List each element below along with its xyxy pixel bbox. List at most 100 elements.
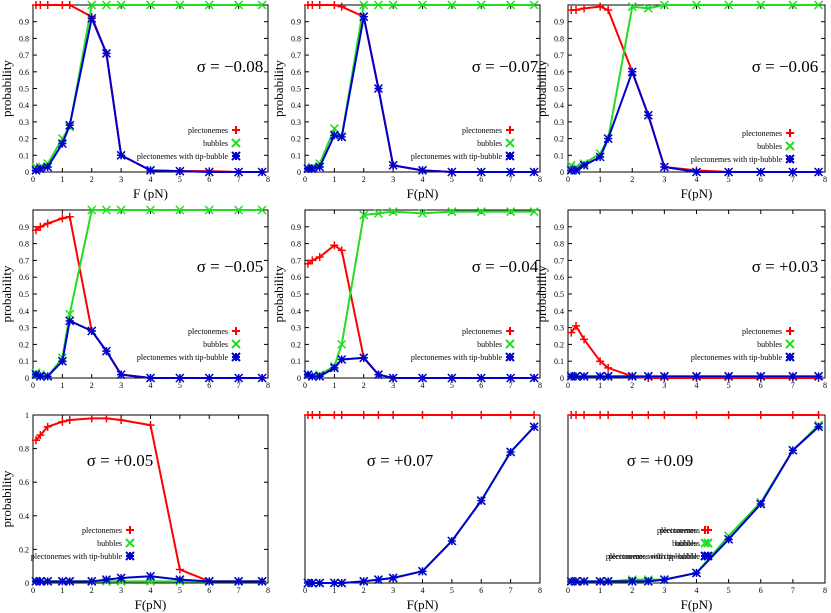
x-tick-label: 1 — [598, 586, 602, 595]
y-tick-label: 0.6 — [291, 273, 301, 282]
legend-marker — [785, 141, 795, 151]
y-tick-label: 0.6 — [19, 68, 29, 77]
data-point — [116, 0, 126, 10]
plot-frame — [567, 4, 826, 173]
x-tick-label: 2 — [362, 175, 366, 184]
y-tick-label: 0.9 — [19, 223, 29, 232]
data-point — [604, 6, 613, 15]
data-point — [43, 422, 52, 431]
data-point — [388, 573, 398, 583]
annotation: σ = +0.05 — [87, 451, 154, 470]
data-point — [303, 578, 313, 588]
x-tick-label: 0 — [31, 175, 35, 184]
y-tick-label: 0.6 — [554, 273, 564, 282]
data-point — [87, 576, 97, 586]
data-point — [596, 2, 605, 11]
x-tick-label: 6 — [207, 586, 211, 595]
x-tick-label: 4 — [421, 175, 425, 184]
data-point — [31, 165, 41, 175]
y-tick-label: 0.6 — [19, 478, 29, 487]
legend-label: plectonemes — [742, 129, 782, 138]
x-tick-label: 5 — [727, 586, 731, 595]
panel: 0 1 2 3 4 5 6 7 8 0 0.1 0.2 0.3 0.4 0.5 0.6 0.7 0.8 0.9 pro… — [534, 209, 827, 390]
x-tick-label: 3 — [391, 381, 395, 390]
data-point — [234, 373, 244, 383]
data-point — [788, 411, 797, 419]
x-tick-label: 1 — [60, 175, 64, 184]
x-tick-label: 2 — [630, 175, 634, 184]
data-point — [145, 571, 156, 581]
data-point — [36, 1, 45, 9]
data-point — [58, 417, 67, 426]
legend-label: plectonemes with tip-bubble — [606, 552, 698, 561]
data-point — [58, 214, 67, 223]
y-tick-label: 0.9 — [554, 18, 564, 27]
x-tick-label: 8 — [823, 175, 827, 184]
data-point — [315, 371, 325, 381]
x-tick-label: 7 — [509, 381, 513, 390]
data-point — [175, 373, 185, 383]
annotation: σ = +0.03 — [752, 257, 819, 276]
x-tick-label: 6 — [759, 586, 763, 595]
data-point — [337, 246, 346, 255]
data-point — [101, 575, 111, 585]
data-point — [234, 205, 244, 215]
annotation: σ = −0.04 — [472, 257, 539, 276]
x-tick-label: 5 — [727, 381, 731, 390]
y-tick-label: 0.1 — [554, 357, 564, 366]
legend-label: plectonemes — [188, 327, 228, 336]
y-tick-label: 0.5 — [19, 290, 29, 299]
x-tick-label: 8 — [823, 586, 827, 595]
data-point — [43, 1, 52, 9]
x-tick-label: 7 — [237, 586, 241, 595]
legend-label: plectonemes — [657, 526, 697, 535]
y-tick-label: 0.3 — [19, 324, 29, 333]
legend-label: plectonemes — [660, 526, 700, 535]
data-point — [476, 496, 486, 506]
y-tick-label: 0.9 — [554, 223, 564, 232]
legend-label: bubbles — [477, 340, 502, 349]
x-tick-label: 6 — [479, 586, 483, 595]
y-tick-label: 0.8 — [554, 34, 564, 43]
data-point — [814, 0, 824, 10]
data-point — [788, 445, 798, 455]
y-tick-label: 0.9 — [291, 223, 301, 232]
legend-label: plectonemes with tip-bubble — [609, 552, 701, 561]
data-point — [303, 259, 312, 268]
data-point — [102, 414, 111, 423]
y-tick-label: 0.8 — [19, 445, 29, 454]
data-point — [43, 219, 52, 228]
x-tick-label: 3 — [391, 586, 395, 595]
legend-label: bubbles — [675, 539, 700, 548]
data-point — [506, 0, 516, 10]
x-tick-label: 5 — [727, 175, 731, 184]
panel: 0 1 2 3 4 5 6 7 8 0 0.1 0.2 0.3 0.4 0.5 0.6 0.7 0.8 0.9 F(p… — [271, 0, 542, 201]
x-tick-label: 8 — [266, 175, 270, 184]
x-tick-label: 4 — [149, 175, 153, 184]
data-point — [580, 4, 589, 13]
y-axis-label: probability — [534, 59, 549, 117]
data-point — [116, 205, 126, 215]
y-tick-label: 0.7 — [554, 51, 564, 60]
legend-marker — [506, 327, 514, 335]
legend-marker — [231, 339, 241, 349]
data-point — [87, 326, 97, 336]
y-tick-label: 0.6 — [19, 273, 29, 282]
data-point — [659, 575, 669, 585]
data-point — [814, 167, 824, 177]
data-point — [257, 205, 267, 215]
data-point — [756, 499, 766, 509]
data-point — [580, 411, 589, 419]
x-axis-label: F(pN) — [135, 597, 167, 612]
x-tick-label: 7 — [791, 381, 795, 390]
y-tick-label: 0.3 — [19, 118, 29, 127]
y-tick-label: 0.8 — [19, 240, 29, 249]
legend-marker — [505, 352, 515, 362]
x-tick-label: 7 — [237, 175, 241, 184]
x-tick-label: 1 — [332, 586, 336, 595]
data-point — [571, 165, 581, 175]
data-point — [101, 346, 111, 356]
legend-label: plectonemes with tip-bubble — [31, 552, 123, 561]
data-point — [476, 207, 486, 217]
